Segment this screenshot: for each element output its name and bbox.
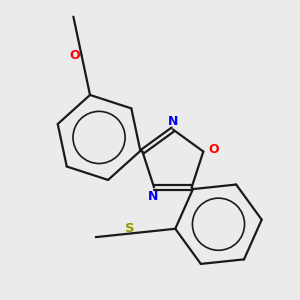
Text: O: O <box>70 49 80 62</box>
Text: N: N <box>148 190 158 203</box>
Text: S: S <box>125 222 135 235</box>
Text: O: O <box>208 143 219 156</box>
Text: N: N <box>168 115 178 128</box>
